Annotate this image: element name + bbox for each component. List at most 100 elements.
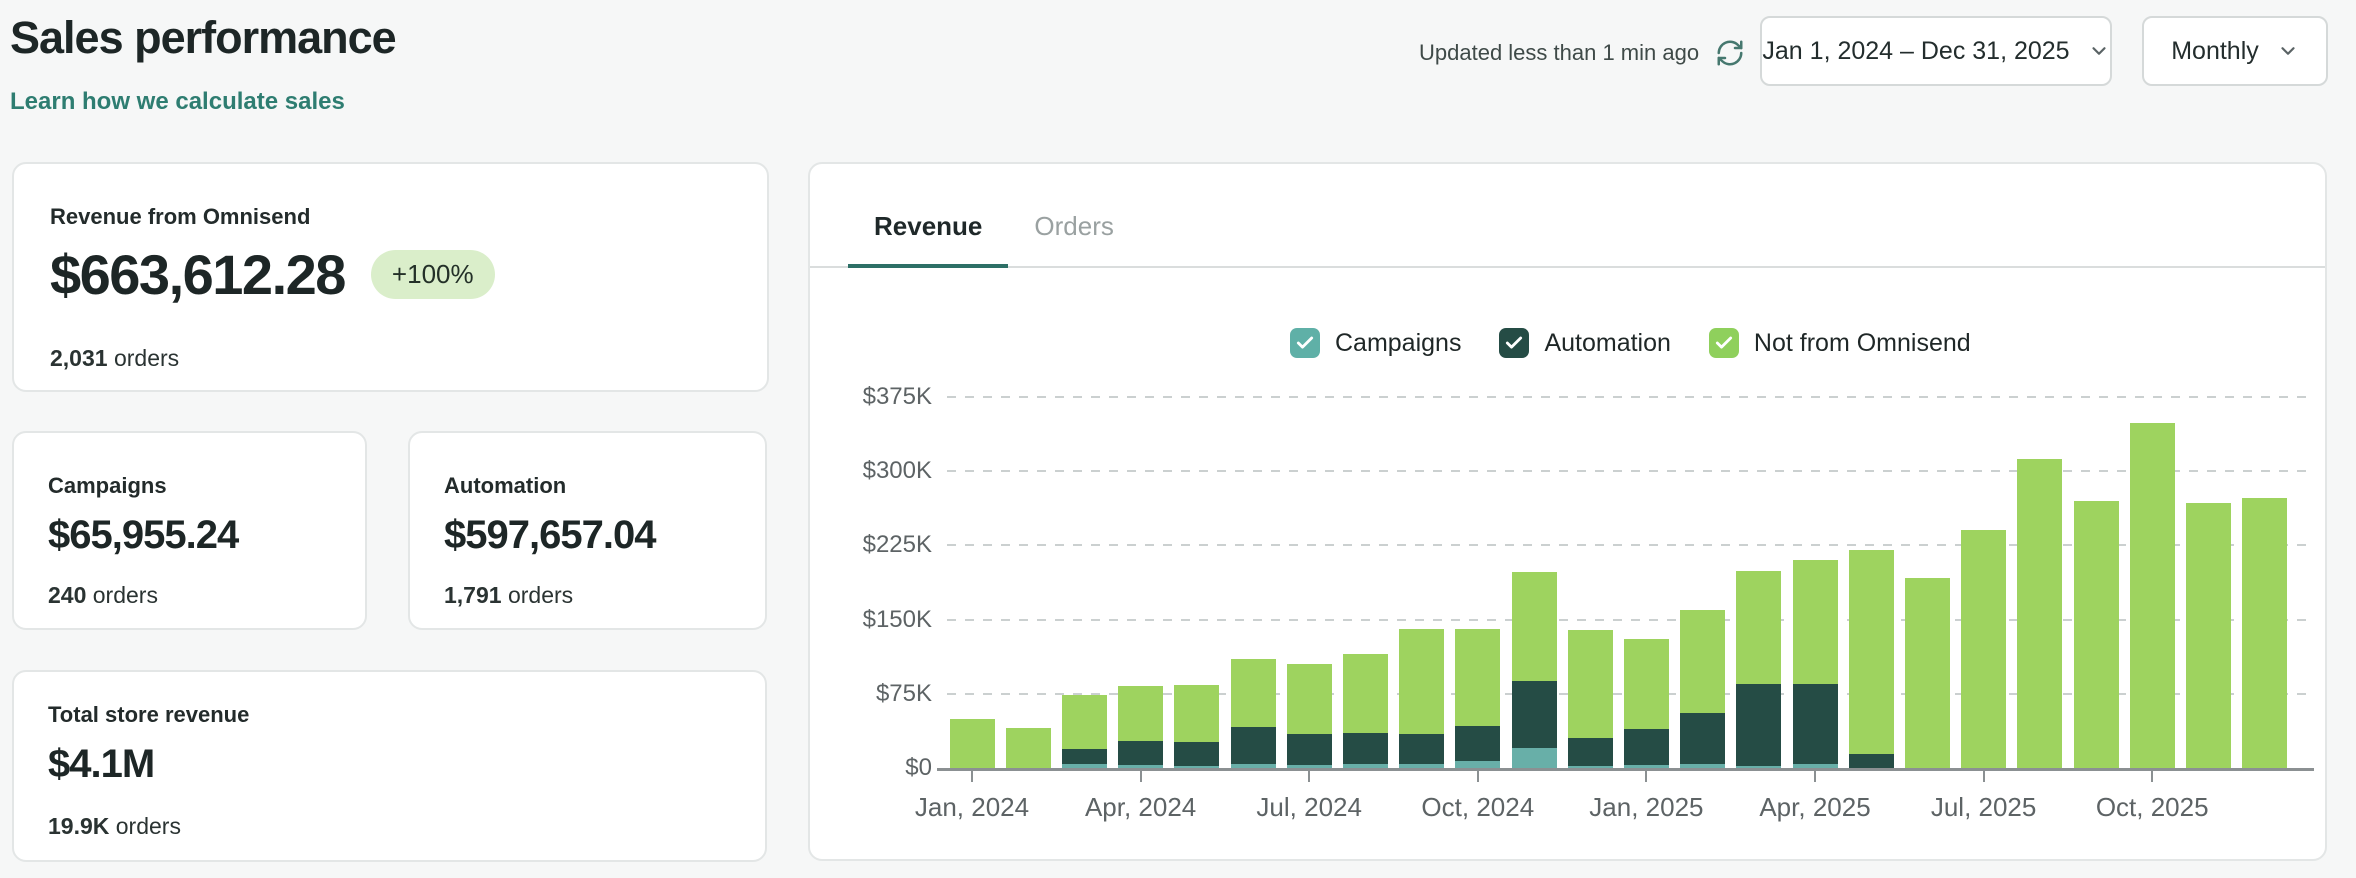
y-axis-label: $225K — [862, 531, 932, 559]
x-axis-tick — [971, 771, 973, 782]
bar-segment-automation — [1792, 683, 1838, 765]
legend-item-campaigns[interactable]: Campaigns — [1290, 328, 1461, 358]
bar-segment-not-from-omnisend — [1230, 659, 1276, 728]
x-axis-label: Jul, 2025 — [1930, 792, 2037, 822]
bar-segment-not-from-omnisend — [1680, 609, 1726, 713]
updated-text: Updated less than 1 min ago — [1419, 40, 1700, 65]
chevron-down-icon — [2091, 47, 2106, 55]
bar-segment-not-from-omnisend — [1061, 694, 1107, 750]
bar-segment-not-from-omnisend — [1623, 639, 1669, 730]
y-axis-label: $300K — [862, 457, 932, 485]
bar-mar-2025[interactable] — [1736, 571, 1782, 768]
bar-dec-2025[interactable] — [2242, 497, 2288, 768]
bar-sep-2025[interactable] — [2073, 500, 2119, 768]
bar-apr-2025[interactable] — [1792, 560, 1838, 768]
legend-label: Not from Omnisend — [1753, 328, 1971, 357]
bar-segment-automation — [1230, 727, 1276, 765]
legend-label: Automation — [1544, 328, 1671, 357]
orders-line: 1,791 orders — [444, 582, 731, 609]
bar-may-2024[interactable] — [1174, 684, 1220, 768]
bar-segment-automation — [1118, 741, 1164, 765]
y-axis-label: $150K — [862, 605, 932, 633]
gridline — [947, 470, 2314, 473]
tab-label: Revenue — [874, 211, 983, 241]
revenue-value: $663,612.28 — [50, 243, 346, 306]
bar-jul-2024[interactable] — [1286, 664, 1332, 768]
checkbox-checked-icon[interactable] — [1290, 328, 1320, 358]
bar-segment-automation — [1680, 712, 1726, 765]
bar-segment-not-from-omnisend — [2242, 497, 2288, 768]
bar-feb-2025[interactable] — [1680, 609, 1726, 768]
bar-dec-2024[interactable] — [1567, 630, 1613, 768]
bar-jun-2024[interactable] — [1230, 659, 1276, 768]
x-axis-label: Jul, 2024 — [1256, 792, 1362, 822]
campaigns-card: Campaigns $65,955.24 240 orders — [12, 431, 367, 630]
checkbox-checked-icon[interactable] — [1708, 328, 1739, 358]
bar-oct-2025[interactable] — [2129, 422, 2175, 768]
x-axis-label: Oct, 2024 — [1421, 792, 1535, 822]
total-store-value: $4.1M — [48, 742, 155, 786]
bar-segment-campaigns — [1792, 764, 1838, 768]
bar-sep-2024[interactable] — [1399, 628, 1445, 768]
tab-revenue[interactable]: Revenue — [848, 211, 1009, 268]
orders-line: 240 orders — [48, 582, 331, 609]
y-axis-label: $75K — [875, 679, 932, 707]
bar-aug-2025[interactable] — [2017, 459, 2063, 768]
bar-segment-not-from-omnisend — [1174, 684, 1220, 743]
bar-jun-2025[interactable] — [1904, 578, 1950, 768]
bar-feb-2024[interactable] — [1005, 728, 1051, 768]
bar-jan-2024[interactable] — [949, 718, 995, 768]
gridline — [947, 544, 2314, 547]
bar-oct-2024[interactable] — [1455, 628, 1501, 768]
bar-segment-not-from-omnisend — [1005, 728, 1051, 768]
page-title: Sales performance — [10, 12, 397, 63]
bar-segment-campaigns — [1399, 764, 1445, 768]
gridline — [947, 618, 2314, 621]
bar-segment-campaigns — [1567, 765, 1613, 768]
legend-item-automation[interactable]: Automation — [1499, 328, 1671, 358]
bar-nov-2024[interactable] — [1511, 572, 1557, 768]
orders-count: 2,031 — [50, 345, 108, 371]
date-range-picker[interactable]: Jan 1, 2024 – Dec 31, 2025 — [1760, 16, 2112, 86]
y-axis-label: $0 — [905, 754, 932, 781]
x-axis-tick — [1814, 771, 1816, 782]
learn-how-link[interactable]: Learn how we calculate sales — [10, 88, 345, 115]
automation-value: $597,657.04 — [444, 513, 656, 557]
bar-aug-2024[interactable] — [1342, 654, 1388, 768]
bar-segment-not-from-omnisend — [1904, 578, 1950, 768]
chart-tabs: Revenue Orders — [810, 164, 2325, 268]
checkbox-checked-icon[interactable] — [1499, 328, 1530, 358]
bar-jan-2025[interactable] — [1623, 639, 1669, 768]
bar-segment-not-from-omnisend — [1511, 572, 1557, 681]
date-range-value: Jan 1, 2024 – Dec 31, 2025 — [1762, 36, 2070, 65]
bar-segment-automation — [1399, 734, 1445, 765]
revenue-from-omnisend-card: Revenue from Omnisend $663,612.28 +100% … — [12, 162, 769, 392]
bar-apr-2024[interactable] — [1118, 685, 1164, 768]
bar-mar-2024[interactable] — [1061, 694, 1107, 768]
bar-segment-automation — [1511, 680, 1557, 749]
bar-segment-campaigns — [1680, 764, 1726, 768]
gridline — [947, 396, 2314, 398]
tab-orders[interactable]: Orders — [1008, 211, 1139, 266]
bar-jul-2025[interactable] — [1961, 529, 2007, 768]
stacked-bar-chart: $375K $300K $225K $150K $75K $0 Jan, 2024 Apr, … — [810, 164, 2325, 859]
growth-badge: +100% — [370, 250, 495, 299]
bar-may-2025[interactable] — [1848, 550, 1894, 768]
bar-segment-not-from-omnisend — [1961, 529, 2007, 768]
x-axis-line — [937, 768, 2314, 771]
bar-segment-not-from-omnisend — [1118, 685, 1164, 742]
granularity-select[interactable]: Monthly — [2142, 16, 2328, 86]
card-label: Revenue from Omnisend — [50, 204, 311, 229]
granularity-value: Monthly — [2171, 36, 2259, 65]
bar-nov-2025[interactable] — [2185, 502, 2231, 768]
total-store-revenue-card: Total store revenue $4.1M 19.9K orders — [12, 670, 767, 862]
bar-segment-campaigns — [1342, 764, 1388, 768]
refresh-icon — [1717, 40, 1743, 66]
bar-segment-campaigns — [1061, 764, 1107, 768]
bar-segment-automation — [1342, 733, 1388, 765]
bar-segment-campaigns — [1736, 766, 1782, 768]
automation-card: Automation $597,657.04 1,791 orders — [408, 431, 767, 630]
orders-suffix: orders — [107, 345, 180, 371]
legend-item-not-from-omnisend[interactable]: Not from Omnisend — [1708, 328, 1971, 358]
bar-segment-campaigns — [1286, 765, 1332, 768]
